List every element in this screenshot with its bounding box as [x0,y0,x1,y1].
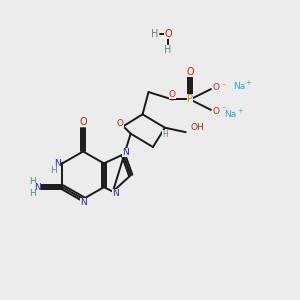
Text: O: O [169,90,176,99]
Text: O: O [213,83,220,92]
Text: H: H [51,166,57,175]
Text: O: O [164,29,172,39]
Text: O: O [117,119,124,128]
Text: Na: Na [233,82,245,91]
Text: H: H [151,29,158,39]
Text: +: + [237,108,243,114]
Text: O: O [213,107,220,116]
Text: H: H [162,130,168,139]
Text: ⁻: ⁻ [221,105,226,114]
Text: O: O [186,67,194,77]
Text: O: O [79,117,87,128]
Text: N: N [122,148,129,158]
Text: +: + [246,80,252,85]
Text: Na: Na [224,110,236,119]
Text: OH: OH [190,123,204,132]
Text: N: N [80,198,86,207]
Text: P: P [187,94,193,104]
Text: ⁻: ⁻ [221,81,226,90]
Text: N: N [112,189,119,198]
Text: H: H [164,45,172,56]
Text: H: H [29,189,36,198]
Text: N: N [55,159,61,168]
Text: H: H [29,177,36,186]
Text: N: N [34,183,41,192]
